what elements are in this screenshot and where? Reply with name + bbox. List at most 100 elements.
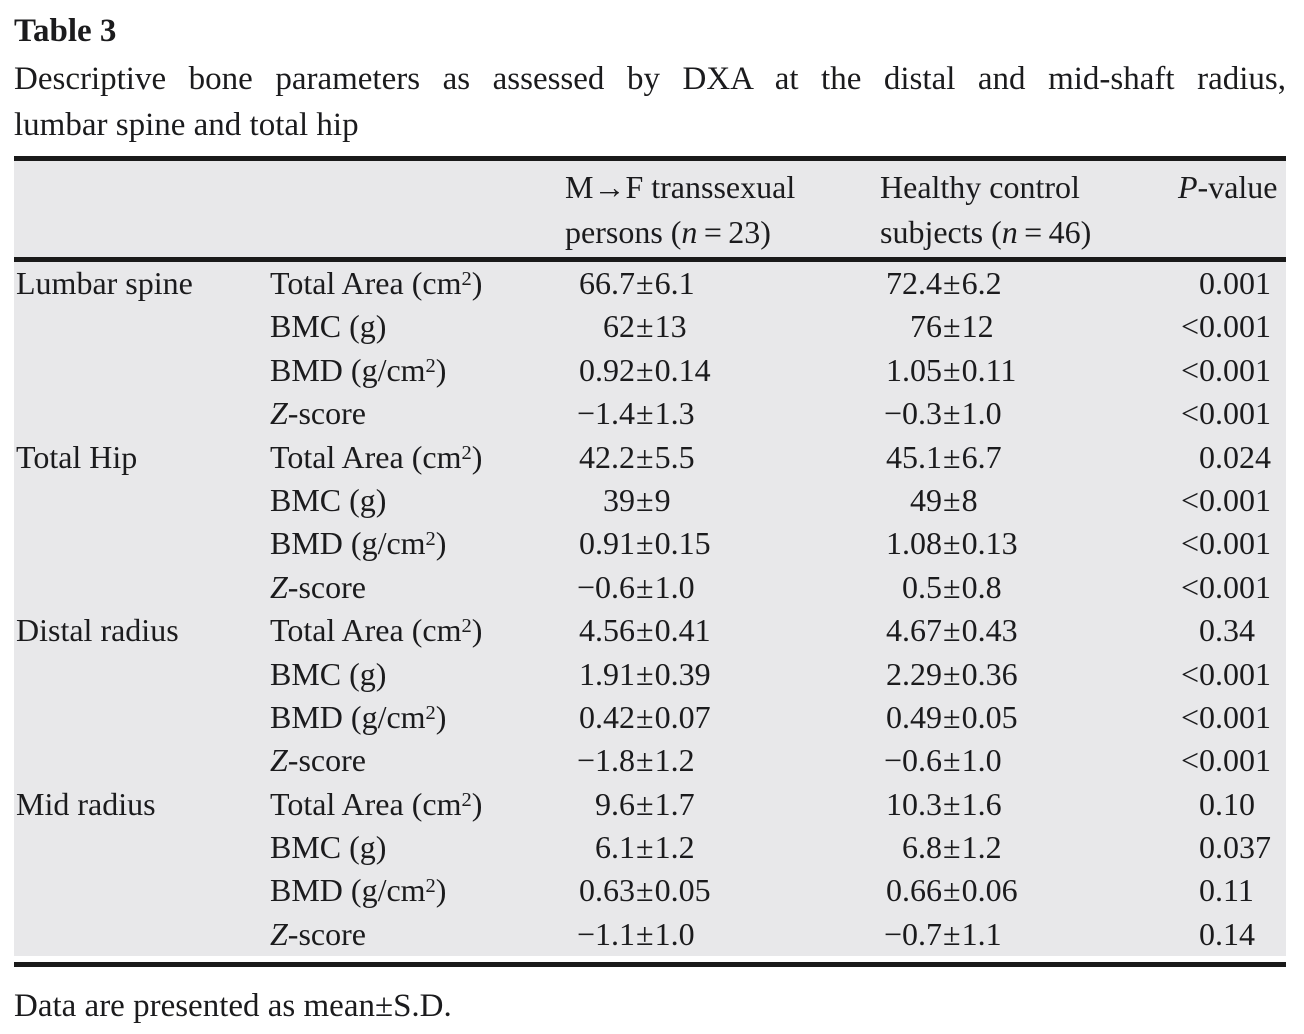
site-label bbox=[14, 522, 268, 565]
control-value: 10.3 ±1.6 bbox=[886, 785, 1002, 822]
control-value: 76 ±12 bbox=[910, 308, 994, 345]
mf-value: 1.91 ±0.39 bbox=[579, 655, 711, 692]
parameter-label: Z-score bbox=[270, 915, 366, 952]
p-value: 0.34 bbox=[1199, 612, 1255, 649]
table-row: BMD (g/cm2) 0.63 ±0.05 0.66 ±0.06 0.11 bbox=[14, 869, 1286, 912]
table-row: Z-score −1.1 ±1.0 −0.7 ±1.1 0.14 bbox=[14, 913, 1286, 956]
caption-line-1: Descriptive bone parameters as assessed … bbox=[14, 61, 1286, 97]
parameter-label: BMC (g) bbox=[270, 829, 387, 866]
table-row: Z-score −1.4 ±1.3 −0.3 ±1.0 <0.001 bbox=[14, 392, 1286, 435]
table-top-rule bbox=[14, 156, 1286, 161]
p-value: <0.001 bbox=[1180, 698, 1271, 735]
site-label bbox=[14, 566, 268, 609]
site-label bbox=[14, 826, 268, 869]
control-value: 0.66 ±0.06 bbox=[886, 872, 1018, 909]
control-value: 4.67 ±0.43 bbox=[886, 612, 1018, 649]
control-value: 1.05 ±0.11 bbox=[886, 351, 1017, 388]
parameter-label: BMD (g/cm2) bbox=[270, 698, 447, 735]
site-label: Lumbar spine bbox=[16, 265, 193, 301]
mf-value: −1.1 ±1.0 bbox=[576, 915, 695, 952]
p-value: 0.024 bbox=[1199, 438, 1271, 475]
header-mf-line-2: persons (n = 23) bbox=[565, 214, 771, 250]
parameter-label: Z-score bbox=[270, 568, 366, 605]
p-value: 0.11 bbox=[1199, 872, 1254, 909]
p-value: <0.001 bbox=[1180, 525, 1271, 562]
table-row: Z-score −1.8 ±1.2 −0.6 ±1.0 <0.001 bbox=[14, 739, 1286, 782]
p-value: 0.037 bbox=[1199, 829, 1271, 866]
table-row: Total Hip Total Area (cm2) 42.2 ±5.5 45.1 ±6.… bbox=[14, 436, 1286, 479]
table-footnote: Data are presented as mean±S.D. bbox=[14, 988, 452, 1024]
table-row: Lumbar spine Total Area (cm2) 66.7 ±6.1 72.4… bbox=[14, 262, 1286, 305]
header-mf-line-1: M→F transsexual bbox=[565, 169, 796, 205]
p-value: <0.001 bbox=[1180, 395, 1271, 432]
header-control-line-1: Healthy control bbox=[880, 169, 1080, 205]
table-row: BMD (g/cm2) 0.92 ±0.14 1.05 ±0.11 <0.001 bbox=[14, 349, 1286, 392]
site-label bbox=[14, 913, 268, 956]
p-value: <0.001 bbox=[1180, 308, 1271, 345]
header-mf-column: M→F transsexual persons (n = 23) bbox=[565, 165, 880, 255]
mf-value: 0.42 ±0.07 bbox=[579, 698, 711, 735]
mf-value: −0.6 ±1.0 bbox=[576, 568, 695, 605]
table-row: BMC (g) 62 ±13 76 ±12 <0.001 bbox=[14, 305, 1286, 348]
control-value: −0.7 ±1.1 bbox=[883, 915, 1002, 952]
p-value: <0.001 bbox=[1180, 481, 1271, 518]
site-label bbox=[14, 349, 268, 392]
table-row: BMC (g) 39 ±9 49 ±8 <0.001 bbox=[14, 479, 1286, 522]
mf-value: 4.56 ±0.41 bbox=[579, 612, 711, 649]
control-value: 49 ±8 bbox=[910, 481, 978, 518]
header-parameter-column bbox=[268, 165, 565, 255]
mf-value: 66.7 ±6.1 bbox=[579, 265, 695, 301]
header-control-column: Healthy control subjects (n = 46) bbox=[880, 165, 1175, 255]
data-table: M→F transsexual persons (n = 23) Healthy… bbox=[14, 156, 1286, 968]
control-value: 6.8 ±1.2 bbox=[902, 829, 1002, 866]
parameter-label: BMC (g) bbox=[270, 655, 387, 692]
parameter-label: BMD (g/cm2) bbox=[270, 872, 447, 909]
site-label: Total Hip bbox=[16, 438, 138, 475]
site-label: Mid radius bbox=[16, 785, 156, 822]
mf-value: 62 ±13 bbox=[603, 308, 687, 345]
p-value: <0.001 bbox=[1180, 351, 1271, 388]
site-label bbox=[14, 739, 268, 782]
header-pvalue-column: P-value bbox=[1178, 169, 1278, 205]
parameter-label: Z-score bbox=[270, 742, 366, 779]
control-value: 0.49 ±0.05 bbox=[886, 698, 1018, 735]
parameter-label: Total Area (cm2) bbox=[270, 438, 483, 475]
table-row: BMD (g/cm2) 0.91 ±0.15 1.08 ±0.13 <0.001 bbox=[14, 522, 1286, 565]
table-row: Z-score −0.6 ±1.0 0.5 ±0.8 <0.001 bbox=[14, 566, 1286, 609]
header-control-line-2: subjects (n = 46) bbox=[880, 214, 1092, 250]
parameter-label: Total Area (cm2) bbox=[270, 785, 483, 822]
table-row: BMC (g) 1.91 ±0.39 2.29 ±0.36 <0.001 bbox=[14, 653, 1286, 696]
parameter-label: BMC (g) bbox=[270, 308, 387, 345]
table-header-row: M→F transsexual persons (n = 23) Healthy… bbox=[14, 161, 1286, 257]
p-value: <0.001 bbox=[1180, 742, 1271, 779]
mf-value: −1.4 ±1.3 bbox=[576, 395, 695, 432]
control-value: 45.1 ±6.7 bbox=[886, 438, 1002, 475]
table-row: BMD (g/cm2) 0.42 ±0.07 0.49 ±0.05 <0.001 bbox=[14, 696, 1286, 739]
mf-value: 6.1 ±1.2 bbox=[595, 829, 695, 866]
mf-value: 0.63 ±0.05 bbox=[579, 872, 711, 909]
p-value: 0.14 bbox=[1199, 915, 1255, 952]
mf-value: 42.2 ±5.5 bbox=[579, 438, 695, 475]
p-value: <0.001 bbox=[1180, 655, 1271, 692]
table-body: Lumbar spine Total Area (cm2) 66.7 ±6.1 72.4… bbox=[14, 262, 1286, 957]
site-label bbox=[14, 305, 268, 348]
control-value: −0.6 ±1.0 bbox=[883, 742, 1002, 779]
site-label: Distal radius bbox=[16, 612, 179, 649]
mf-value: 9.6 ±1.7 bbox=[595, 785, 695, 822]
p-value: <0.001 bbox=[1180, 568, 1271, 605]
control-value: 0.5 ±0.8 bbox=[902, 568, 1002, 605]
p-value: 0.10 bbox=[1199, 785, 1255, 822]
control-value: −0.3 ±1.0 bbox=[883, 395, 1002, 432]
mf-value: 39 ±9 bbox=[603, 481, 671, 518]
parameter-label: Z-score bbox=[270, 395, 366, 432]
site-label bbox=[14, 479, 268, 522]
table-bottom-gap bbox=[14, 956, 1286, 963]
table-row: BMC (g) 6.1 ±1.2 6.8 ±1.2 0.037 bbox=[14, 826, 1286, 869]
table-row: Distal radius Total Area (cm2) 4.56 ±0.41 4.… bbox=[14, 609, 1286, 652]
site-label bbox=[14, 869, 268, 912]
header-site-column bbox=[14, 165, 268, 255]
control-value: 1.08 ±0.13 bbox=[886, 525, 1018, 562]
parameter-label: Total Area (cm2) bbox=[270, 612, 483, 649]
mf-value: −1.8 ±1.2 bbox=[576, 742, 695, 779]
